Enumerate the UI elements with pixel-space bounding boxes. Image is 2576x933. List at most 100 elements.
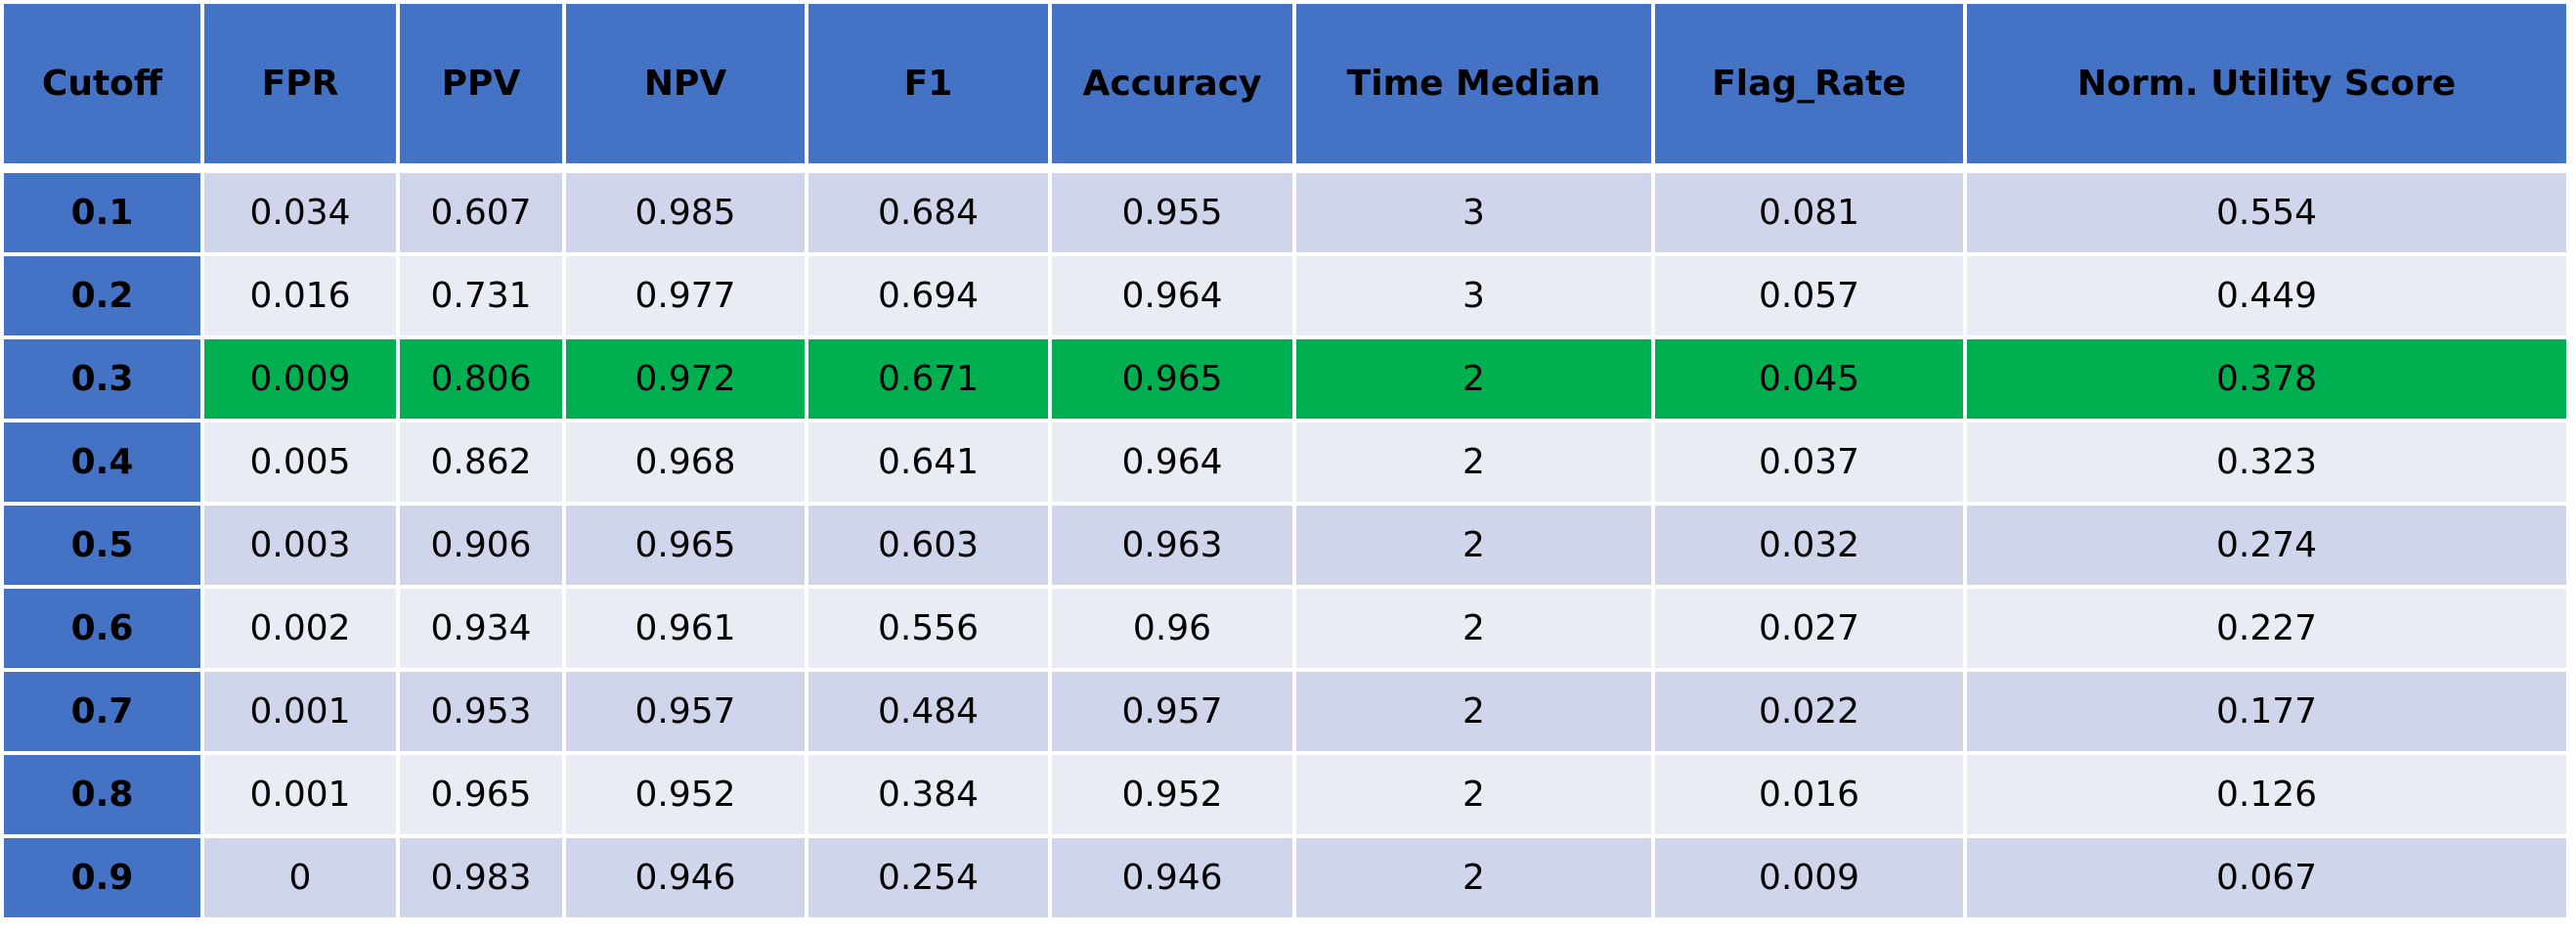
value-cell: 0.009 [204, 339, 396, 419]
column-header: Norm. Utility Score [1967, 4, 2566, 163]
value-cell: 2 [1296, 755, 1651, 834]
value-cell: 0.001 [204, 672, 396, 751]
value-cell: 0.953 [400, 672, 562, 751]
value-cell: 0.022 [1655, 672, 1963, 751]
value-cell: 0.965 [566, 506, 805, 585]
column-header: FPR [204, 4, 396, 163]
value-cell: 0.001 [204, 755, 396, 834]
table-row: 0.8 0.001 0.965 0.952 0.384 0.952 2 0.016 0.126 [4, 755, 2566, 834]
value-cell: 0.694 [808, 256, 1048, 335]
table-row: 0.4 0.005 0.862 0.968 0.641 0.964 2 0.037 0.323 [4, 422, 2566, 502]
value-cell: 0.449 [1967, 256, 2566, 335]
table-row: 0.2 0.016 0.731 0.977 0.694 0.964 3 0.057 0.449 [4, 256, 2566, 335]
value-cell: 0.934 [400, 589, 562, 668]
table-row: 0.3 0.009 0.806 0.972 0.671 0.965 2 0.045 0.378 [4, 339, 2566, 419]
spacer-cell [4, 167, 2566, 169]
value-cell: 0.946 [566, 838, 805, 917]
value-cell: 0.963 [1052, 506, 1292, 585]
value-cell: 0.027 [1655, 589, 1963, 668]
value-cell: 0.671 [808, 339, 1048, 419]
value-cell: 2 [1296, 672, 1651, 751]
value-cell: 0.684 [808, 173, 1048, 252]
cutoff-cell: 0.4 [4, 422, 200, 502]
value-cell: 0.957 [1052, 672, 1292, 751]
value-cell: 0.003 [204, 506, 396, 585]
value-cell: 0.227 [1967, 589, 2566, 668]
cutoff-cell: 0.6 [4, 589, 200, 668]
value-cell: 2 [1296, 422, 1651, 502]
table-header: Cutoff FPR PPV NPV F1 Accuracy Time Median Flag… [4, 4, 2566, 163]
cutoff-cell: 0.7 [4, 672, 200, 751]
value-cell: 0.057 [1655, 256, 1963, 335]
value-cell: 0.034 [204, 173, 396, 252]
value-cell: 0.952 [566, 755, 805, 834]
value-cell: 0.005 [204, 422, 396, 502]
value-cell: 0.964 [1052, 422, 1292, 502]
value-cell: 0.906 [400, 506, 562, 585]
value-cell: 0.965 [1052, 339, 1292, 419]
cutoff-cell: 0.8 [4, 755, 200, 834]
column-header: PPV [400, 4, 562, 163]
value-cell: 2 [1296, 838, 1651, 917]
value-cell: 0.964 [1052, 256, 1292, 335]
value-cell: 0.274 [1967, 506, 2566, 585]
value-cell: 0.968 [566, 422, 805, 502]
value-cell: 0.323 [1967, 422, 2566, 502]
header-row: Cutoff FPR PPV NPV F1 Accuracy Time Median Flag… [4, 4, 2566, 163]
value-cell: 2 [1296, 339, 1651, 419]
value-cell: 0.806 [400, 339, 562, 419]
table-row: 0.6 0.002 0.934 0.961 0.556 0.96 2 0.027 0.227 [4, 589, 2566, 668]
value-cell: 0.484 [808, 672, 1048, 751]
value-cell: 0.009 [1655, 838, 1963, 917]
value-cell: 0.96 [1052, 589, 1292, 668]
value-cell: 0.862 [400, 422, 562, 502]
column-header: Flag_Rate [1655, 4, 1963, 163]
value-cell: 2 [1296, 589, 1651, 668]
value-cell: 0.955 [1052, 173, 1292, 252]
value-cell: 0.946 [1052, 838, 1292, 917]
value-cell: 0.977 [566, 256, 805, 335]
column-header: Cutoff [4, 4, 200, 163]
value-cell: 0.957 [566, 672, 805, 751]
value-cell: 0.641 [808, 422, 1048, 502]
value-cell: 0.067 [1967, 838, 2566, 917]
value-cell: 0.002 [204, 589, 396, 668]
cutoff-cell: 0.5 [4, 506, 200, 585]
cutoff-cell: 0.9 [4, 838, 200, 917]
table-row: 0.9 0 0.983 0.946 0.254 0.946 2 0.009 0.067 [4, 838, 2566, 917]
value-cell: 0.254 [808, 838, 1048, 917]
value-cell: 0.378 [1967, 339, 2566, 419]
value-cell: 0.556 [808, 589, 1048, 668]
column-header: Time Median [1296, 4, 1651, 163]
value-cell: 0.731 [400, 256, 562, 335]
value-cell: 0.126 [1967, 755, 2566, 834]
column-header: F1 [808, 4, 1048, 163]
value-cell: 0.603 [808, 506, 1048, 585]
value-cell: 0.384 [808, 755, 1048, 834]
column-header: NPV [566, 4, 805, 163]
value-cell: 0.037 [1655, 422, 1963, 502]
value-cell: 0.177 [1967, 672, 2566, 751]
table-body: 0.1 0.034 0.607 0.985 0.684 0.955 3 0.081 0.554 0… [4, 167, 2566, 917]
value-cell: 0.965 [400, 755, 562, 834]
value-cell: 0 [204, 838, 396, 917]
value-cell: 0.607 [400, 173, 562, 252]
value-cell: 0.972 [566, 339, 805, 419]
table-row: 0.5 0.003 0.906 0.965 0.603 0.963 2 0.032 0.274 [4, 506, 2566, 585]
cutoff-cell: 0.1 [4, 173, 200, 252]
cutoff-cell: 0.2 [4, 256, 200, 335]
value-cell: 0.032 [1655, 506, 1963, 585]
column-header: Accuracy [1052, 4, 1292, 163]
value-cell: 2 [1296, 506, 1651, 585]
value-cell: 0.952 [1052, 755, 1292, 834]
cutoff-cell: 0.3 [4, 339, 200, 419]
value-cell: 0.985 [566, 173, 805, 252]
value-cell: 0.016 [204, 256, 396, 335]
table-row: 0.7 0.001 0.953 0.957 0.484 0.957 2 0.022 0.177 [4, 672, 2566, 751]
value-cell: 0.081 [1655, 173, 1963, 252]
table-row: 0.1 0.034 0.607 0.985 0.684 0.955 3 0.081 0.554 [4, 173, 2566, 252]
value-cell: 0.961 [566, 589, 805, 668]
value-cell: 3 [1296, 256, 1651, 335]
